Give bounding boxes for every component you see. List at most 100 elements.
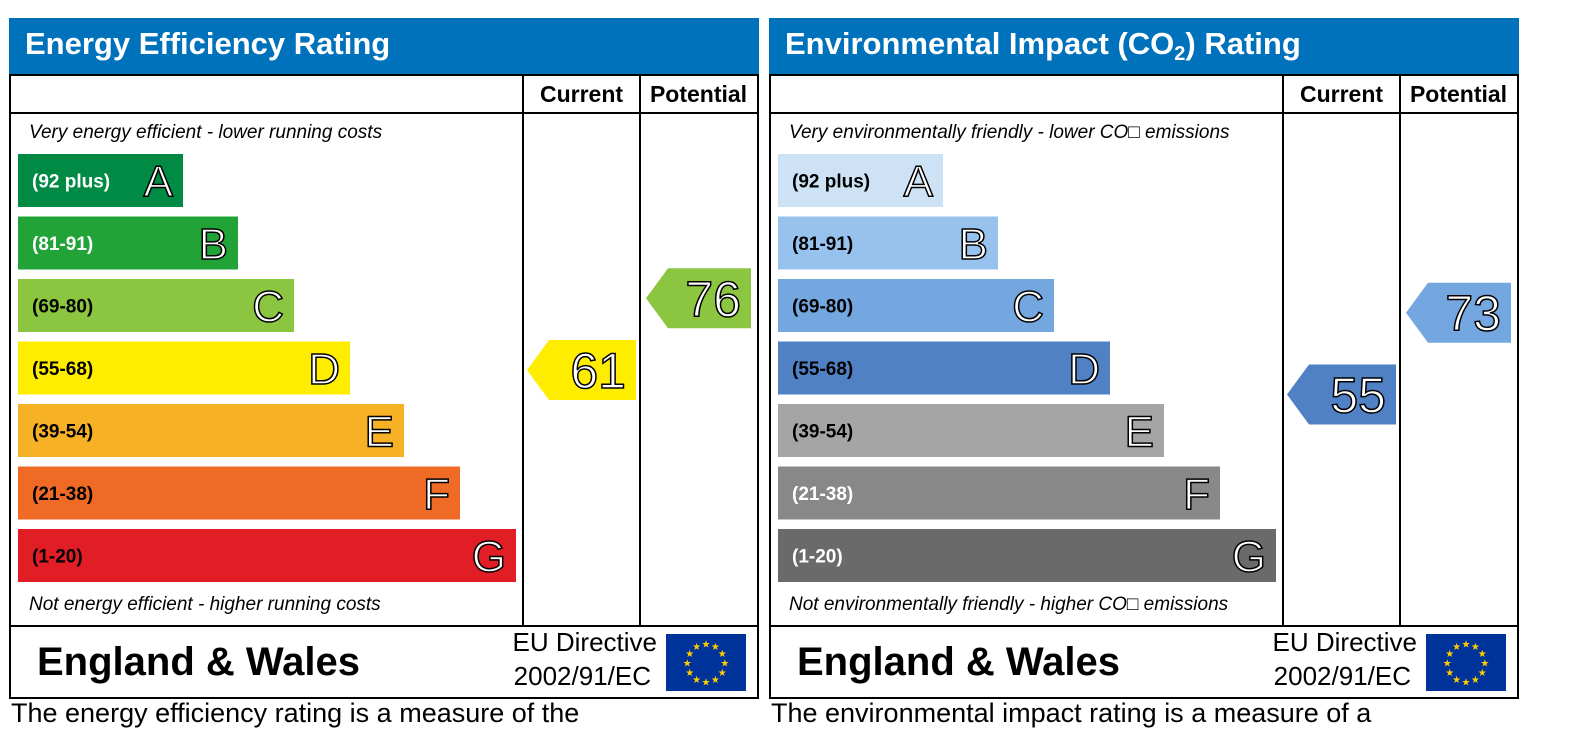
environmental-impact-chart: Current Potential Very environmentally fri…	[769, 74, 1517, 691]
eu-star: ★	[685, 649, 694, 660]
current-rating-arrow	[1287, 364, 1396, 425]
eu-star: ★	[1445, 668, 1454, 679]
eu-star: ★	[720, 659, 729, 670]
directive-line-1: EU Directive	[513, 627, 657, 657]
current-column-header: Current	[1300, 81, 1383, 107]
band-letter: A	[904, 158, 934, 207]
band-range-label: (69-80)	[32, 297, 93, 318]
band-bar	[778, 466, 1220, 520]
eu-star: ★	[1478, 649, 1487, 660]
band-bar	[778, 279, 1054, 332]
band-range-label: (21-38)	[792, 484, 853, 505]
band-range-label: (81-91)	[792, 234, 853, 255]
band-range-label: (55-68)	[32, 359, 93, 380]
band-b: (81-91) B	[18, 216, 238, 270]
potential-rating-arrow	[646, 268, 751, 329]
eu-star: ★	[1471, 675, 1480, 686]
band-range-label: (1-20)	[32, 547, 83, 568]
potential-rating: 73	[1406, 282, 1511, 343]
title-suffix: ) Rating	[1185, 26, 1301, 61]
band-f: (21-38) F	[778, 466, 1220, 520]
band-f: (21-38) F	[18, 466, 460, 520]
current-rating: 55	[1287, 364, 1396, 425]
eu-star: ★	[1478, 668, 1487, 679]
band-range-label: (92 plus)	[32, 172, 110, 193]
current-rating: 61	[527, 340, 636, 401]
chart-frame	[9, 74, 759, 699]
eu-star: ★	[685, 668, 694, 679]
eu-star: ★	[1443, 659, 1452, 670]
band-g: (1-20) G	[778, 529, 1276, 582]
band-letter: A	[144, 158, 174, 207]
eu-star: ★	[1480, 659, 1489, 670]
title-subscript: 2	[1174, 43, 1186, 65]
band-letter: B	[199, 220, 228, 269]
eu-star: ★	[711, 642, 720, 653]
title-text: Energy Efficiency Rating	[25, 26, 391, 61]
band-letter: E	[365, 408, 394, 457]
energy-efficiency-panel: Energy Efficiency Rating Current Potentia…	[9, 18, 759, 699]
chart-frame	[769, 74, 1519, 699]
band-e: (39-54) E	[18, 404, 404, 457]
eu-star: ★	[718, 649, 727, 660]
band-range-label: (39-54)	[32, 422, 93, 443]
eu-star: ★	[711, 675, 720, 686]
band-bar	[18, 404, 404, 457]
band-bar	[18, 154, 183, 207]
eu-flag-background	[666, 634, 746, 691]
current-rating-arrow	[527, 340, 636, 401]
band-range-label: (81-91)	[32, 234, 93, 255]
band-c: (69-80) C	[778, 279, 1054, 332]
band-d: (55-68) D	[778, 341, 1110, 395]
directive-line-1: EU Directive	[1273, 627, 1417, 657]
environmental-impact-panel: Environmental Impact (CO2) Rating Curren…	[769, 18, 1519, 699]
band-letter: E	[1125, 408, 1154, 457]
potential-rating: 76	[646, 268, 751, 329]
region-label: England & Wales	[37, 640, 360, 684]
directive-line-2: 2002/91/EC	[1274, 661, 1411, 691]
band-c: (69-80) C	[18, 279, 294, 332]
band-letter: B	[959, 220, 988, 269]
band-bar	[18, 341, 350, 395]
eu-star: ★	[692, 675, 701, 686]
band-letter: F	[1183, 470, 1210, 519]
eu-star: ★	[1471, 642, 1480, 653]
band-bar	[778, 154, 943, 207]
eu-star: ★	[702, 640, 711, 651]
potential-column-header: Potential	[1410, 81, 1507, 107]
band-range-label: (69-80)	[792, 297, 853, 318]
band-letter: D	[308, 345, 340, 394]
band-range-label: (55-68)	[792, 359, 853, 380]
current-column-header: Current	[540, 81, 623, 107]
band-bar	[778, 216, 998, 270]
bottom-note: Not energy efficient - higher running co…	[29, 594, 381, 615]
band-bar	[18, 529, 516, 582]
title-text: Environmental Impact (CO	[785, 26, 1175, 61]
eu-star: ★	[692, 642, 701, 653]
band-g: (1-20) G	[18, 529, 516, 582]
band-bar	[18, 279, 294, 332]
potential-column-header: Potential	[650, 81, 747, 107]
energy-efficiency-title: Energy Efficiency Rating	[9, 18, 759, 74]
eu-star: ★	[1462, 677, 1471, 688]
band-e: (39-54) E	[778, 404, 1164, 457]
region-label: England & Wales	[797, 640, 1120, 684]
band-letter: F	[423, 470, 450, 519]
eu-star: ★	[683, 659, 692, 670]
eu-flag-icon: ★ ★★★★★★★★★★★	[1426, 634, 1506, 691]
band-bar	[778, 341, 1110, 395]
band-bar	[18, 466, 460, 520]
band-letter: C	[1012, 283, 1044, 332]
eu-star: ★	[718, 668, 727, 679]
band-b: (81-91) B	[778, 216, 998, 270]
environmental-impact-title: Environmental Impact (CO2) Rating	[769, 18, 1519, 74]
potential-rating-value: 73	[1445, 286, 1501, 342]
bottom-note: Not environmentally friendly - higher CO…	[789, 594, 1229, 615]
band-d: (55-68) D	[18, 341, 350, 395]
eu-star: ★	[702, 677, 711, 688]
potential-rating-value: 76	[685, 271, 741, 327]
band-letter: G	[1232, 533, 1266, 582]
band-range-label: (21-38)	[32, 484, 93, 505]
environment-caption: The environmental impact rating is a mea…	[771, 698, 1372, 728]
eu-star: ★	[1445, 649, 1454, 660]
